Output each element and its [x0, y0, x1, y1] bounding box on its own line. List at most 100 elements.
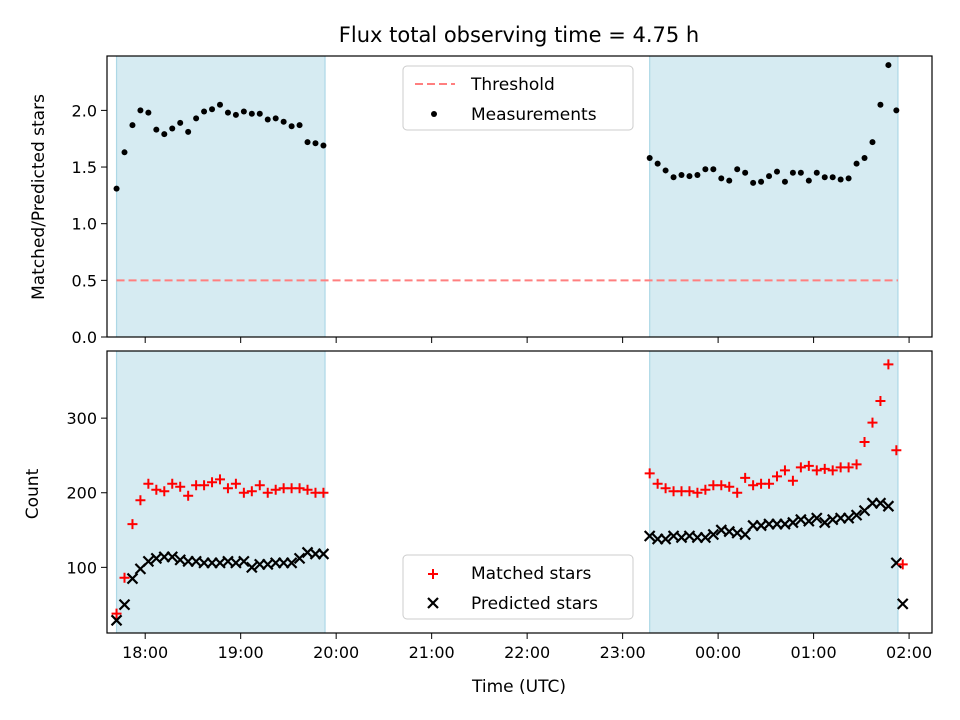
- measurement-point: [686, 173, 693, 180]
- predicted-star-point: [818, 516, 831, 529]
- predicted-star-point: [126, 572, 139, 585]
- matched-star-point: [238, 487, 249, 498]
- measurement-point: [893, 107, 900, 114]
- predicted-star-point: [110, 614, 123, 627]
- measurement-point: [654, 160, 661, 167]
- measurement-point: [758, 178, 765, 185]
- x-tick-label: 20:00: [313, 643, 359, 662]
- predicted-star-point: [882, 500, 895, 512]
- ratio-legend: [402, 65, 634, 131]
- x-tick-label: 18:00: [122, 643, 168, 662]
- measurement-point: [869, 139, 876, 146]
- matched-star-point: [859, 437, 870, 448]
- measurement-point: [121, 149, 128, 156]
- matched-star-point: [779, 465, 790, 476]
- legend-matched-label: Matched stars: [471, 564, 591, 584]
- matched-star-point: [318, 487, 329, 498]
- measurement-point: [797, 169, 804, 176]
- measurement-point: [177, 119, 184, 126]
- x-tick-label: 21:00: [409, 643, 455, 662]
- matched-star-point: [684, 486, 695, 497]
- predicted-star-point: [285, 557, 298, 569]
- matched-star-point: [151, 484, 162, 495]
- measurement-point: [153, 126, 160, 133]
- matched-star-point: [262, 487, 273, 498]
- measurement-point: [853, 160, 860, 167]
- matched-star-point: [827, 465, 838, 476]
- y-tick-label: 0.0: [72, 328, 97, 347]
- measurement-point: [766, 173, 773, 180]
- y-tick-label: 300: [66, 409, 97, 428]
- matched-star-point: [652, 478, 663, 489]
- x-tick-label: 22:00: [504, 643, 550, 662]
- count-legend: [402, 554, 634, 620]
- measurement-point: [694, 171, 701, 178]
- matched-star-point: [167, 478, 178, 489]
- matched-star-point: [819, 463, 830, 474]
- ratio-y-axis-label: Matched/Predicted stars: [29, 94, 49, 300]
- measurement-point: [248, 110, 255, 117]
- matched-star-point: [644, 468, 655, 479]
- measurement-point: [726, 177, 733, 184]
- measurement-point: [813, 169, 820, 176]
- matched-star-point: [660, 483, 671, 494]
- legend-measurements-label: Measurements: [471, 105, 597, 125]
- matched-star-point: [246, 486, 257, 497]
- x-tick-label: 01:00: [791, 643, 837, 662]
- measurement-point: [702, 166, 709, 173]
- ratio-observing-interval-2: [649, 56, 898, 337]
- measurement-point: [829, 174, 836, 181]
- measurement-point: [312, 140, 319, 147]
- measurement-point: [670, 174, 677, 181]
- matched-star-point: [119, 572, 130, 583]
- matched-star-point: [230, 478, 241, 489]
- matched-star-point: [294, 483, 305, 494]
- matched-star-point: [270, 484, 281, 495]
- measurement-point: [280, 118, 287, 125]
- chart-title: Flux total observing time = 4.75 h: [339, 23, 699, 47]
- matched-star-point: [111, 608, 122, 619]
- measurement-point: [193, 115, 200, 122]
- measurement-point: [718, 175, 725, 182]
- measurement-point: [161, 131, 168, 138]
- measurement-point: [113, 185, 120, 192]
- matched-star-point: [764, 478, 775, 489]
- measurement-point: [288, 123, 295, 130]
- measurement-point: [169, 125, 176, 132]
- legend-threshold-label: Threshold: [470, 75, 555, 95]
- legend-predicted-swatch: [427, 597, 439, 609]
- x-axis-label: Time (UTC): [471, 677, 566, 697]
- matched-star-point: [207, 477, 218, 488]
- count-y-axis-label: Count: [23, 468, 43, 519]
- legend-measurements-swatch: [431, 111, 437, 117]
- measurement-point: [145, 109, 152, 116]
- measurement-point: [877, 101, 884, 108]
- measurement-point: [710, 166, 717, 173]
- predicted-star-point: [787, 516, 799, 529]
- measurement-point: [750, 179, 757, 186]
- measurement-point: [256, 110, 263, 117]
- measurement-point: [662, 167, 669, 174]
- measurement-point: [678, 171, 685, 178]
- matched-star-point: [740, 472, 751, 483]
- measurement-point: [296, 122, 303, 129]
- predicted-star-point: [707, 528, 720, 541]
- measurement-point: [129, 122, 136, 129]
- measurement-point: [224, 109, 231, 116]
- predicted-star-point: [166, 551, 179, 563]
- matched-star-point: [199, 480, 210, 491]
- measurement-point: [201, 108, 208, 115]
- measurement-point: [216, 101, 223, 108]
- predicted-star-point: [850, 509, 863, 521]
- y-tick-label: 200: [66, 484, 97, 503]
- y-tick-label: 2.0: [72, 101, 97, 120]
- measurement-point: [742, 169, 749, 176]
- matched-star-point: [787, 475, 798, 486]
- matched-star-point: [716, 480, 727, 491]
- measurement-point: [845, 175, 852, 182]
- matched-star-point: [891, 445, 902, 456]
- predicted-star-point: [896, 598, 909, 610]
- matched-star-point: [302, 484, 313, 495]
- predicted-star-point: [293, 552, 306, 565]
